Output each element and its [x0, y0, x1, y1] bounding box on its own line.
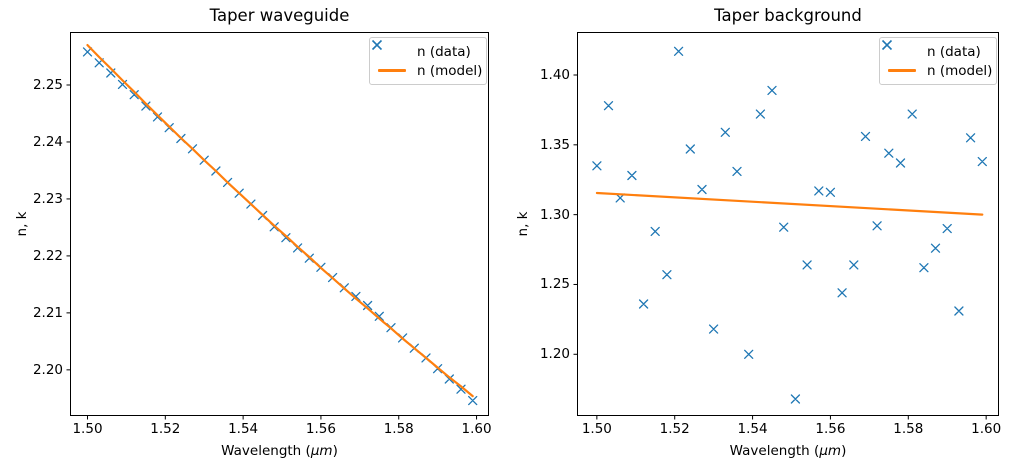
x-tick-label: 1.52: [659, 421, 690, 437]
legend-waveguide: n (data) n (model): [369, 37, 487, 85]
y-tick-label: 1.20: [539, 346, 570, 363]
y-tick-label: 1.30: [539, 206, 570, 223]
x-axis-label-suffix: ): [841, 443, 847, 459]
n-data-markers: [592, 46, 987, 404]
legend-entry-model: n (model): [375, 61, 483, 80]
x-tick-label: 1.54: [228, 421, 259, 437]
x-axis-label-text: Wavelength (: [729, 443, 820, 459]
legend-label-data: n (data): [417, 43, 471, 60]
y-axis-label-waveguide: n, k: [14, 211, 30, 237]
y-tick-label: 1.25: [539, 276, 570, 293]
y-tick-label: 2.24: [32, 133, 63, 150]
x-axis-label-waveguide: Wavelength (μm): [70, 443, 489, 459]
legend-label-data: n (data): [927, 43, 981, 60]
x-tick-label: 1.58: [383, 421, 414, 437]
x-tick-label: 1.50: [72, 421, 103, 437]
y-tick-label: 2.25: [32, 76, 63, 93]
x-axis-label-background: Wavelength (μm): [577, 443, 999, 459]
y-tick-label: 1.35: [539, 136, 570, 153]
axes-spines: [577, 32, 999, 416]
y-tick-label: 2.20: [32, 361, 63, 378]
x-tick-label: 1.52: [150, 421, 181, 437]
x-axis-label-mu: μm: [310, 443, 333, 459]
axes-spines: [70, 32, 489, 416]
plot-title-waveguide: Taper waveguide: [209, 6, 350, 25]
x-tick-label: 1.56: [305, 421, 336, 437]
legend-entry-model: n (model): [885, 61, 993, 80]
n-data-markers: [82, 47, 478, 406]
legend-line-icon: [375, 69, 409, 72]
x-tick-label: 1.50: [581, 421, 612, 437]
legend-label-model: n (model): [927, 62, 993, 79]
y-tick-label: 1.40: [539, 67, 570, 83]
legend-line-icon: [885, 69, 919, 72]
plot-title-background: Taper background: [714, 6, 862, 25]
y-tick-label: 2.21: [32, 304, 63, 321]
x-tick-label: 1.58: [893, 421, 924, 437]
y-tick-label: 2.23: [32, 190, 63, 207]
legend-background: n (data) n (model): [879, 37, 997, 85]
n-model-line: [595, 191, 984, 216]
legend-label-model: n (model): [417, 62, 483, 79]
legend-entry-data: n (data): [881, 39, 990, 61]
x-tick-label: 1.56: [815, 421, 846, 437]
x-tick-label: 1.60: [971, 421, 1002, 437]
x-tick-label: 1.54: [737, 421, 768, 437]
n-model-line: [86, 43, 474, 398]
y-tick-label: 2.22: [32, 247, 63, 264]
legend-entry-data: n (data): [371, 39, 480, 61]
x-axis-label-suffix: ): [332, 443, 338, 459]
x-axis-label-mu: μm: [819, 443, 842, 459]
x-axis-label-text: Wavelength (: [221, 443, 311, 459]
x-tick-label: 1.60: [461, 421, 492, 437]
